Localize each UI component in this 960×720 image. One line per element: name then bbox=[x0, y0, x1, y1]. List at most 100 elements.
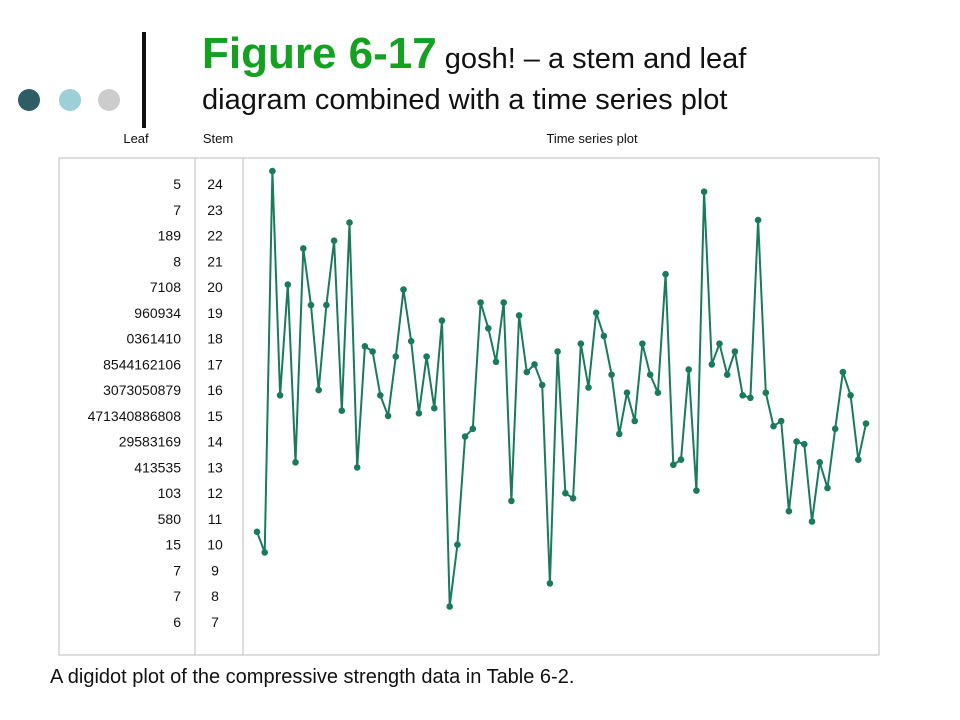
data-point bbox=[662, 270, 669, 278]
stem-label: 20 bbox=[207, 279, 223, 295]
data-point bbox=[777, 417, 785, 425]
title-figure-number: Figure 6-17 bbox=[202, 29, 437, 78]
data-point bbox=[461, 433, 469, 440]
data-point bbox=[330, 237, 338, 244]
page-title: Figure 6-17 gosh! – a stem and leaf diag… bbox=[202, 28, 942, 118]
data-point bbox=[276, 392, 284, 399]
leaf-label: 8 bbox=[173, 253, 181, 269]
data-point bbox=[855, 456, 862, 464]
stem-label: 18 bbox=[207, 331, 223, 347]
data-point bbox=[862, 420, 870, 427]
data-point bbox=[300, 245, 307, 252]
leaf-label: 580 bbox=[158, 511, 182, 527]
data-point bbox=[323, 301, 330, 309]
title-text: gosh! – a stem and leaf bbox=[436, 43, 747, 75]
figure-caption: A digidot plot of the compressive streng… bbox=[50, 666, 575, 688]
data-point bbox=[639, 340, 646, 348]
data-point bbox=[523, 368, 531, 376]
data-point bbox=[801, 440, 808, 448]
data-point bbox=[677, 456, 685, 464]
title-text-line2: diagram combined with a time series plot bbox=[202, 83, 728, 116]
data-point bbox=[747, 394, 754, 402]
stem-label: 7 bbox=[211, 614, 219, 630]
data-point bbox=[808, 518, 816, 525]
data-point bbox=[608, 371, 615, 379]
stem-label: 21 bbox=[207, 253, 223, 269]
leaf-label: 6 bbox=[173, 614, 181, 630]
data-point bbox=[446, 603, 454, 610]
data-point bbox=[485, 325, 492, 332]
data-point bbox=[770, 422, 777, 430]
data-point bbox=[839, 368, 847, 376]
data-point bbox=[847, 392, 854, 399]
data-point bbox=[785, 507, 793, 515]
data-point bbox=[731, 348, 739, 355]
data-point bbox=[538, 381, 546, 389]
data-point bbox=[369, 348, 376, 355]
stem-label: 12 bbox=[207, 485, 223, 501]
leaf-label: 103 bbox=[158, 485, 182, 501]
data-point bbox=[469, 425, 477, 433]
leaf-label: 7 bbox=[173, 202, 181, 218]
data-point bbox=[400, 286, 407, 293]
data-point bbox=[600, 332, 608, 340]
stem-label: 8 bbox=[211, 588, 219, 604]
leaf-label: 3073050879 bbox=[103, 382, 181, 398]
data-point bbox=[477, 299, 484, 306]
stem-label: 15 bbox=[207, 408, 223, 424]
data-point bbox=[616, 430, 623, 438]
data-point bbox=[631, 417, 638, 425]
data-point bbox=[708, 361, 716, 368]
decor-dot-3 bbox=[98, 89, 120, 111]
data-point bbox=[816, 459, 823, 466]
data-point bbox=[353, 464, 361, 471]
stem-label: 14 bbox=[207, 434, 223, 450]
stem-column-header: Stem bbox=[203, 131, 233, 146]
data-point bbox=[654, 389, 662, 397]
data-point bbox=[592, 309, 600, 317]
stem-label: 13 bbox=[207, 459, 223, 475]
series-line bbox=[256, 171, 867, 607]
data-point bbox=[531, 361, 538, 368]
data-point bbox=[723, 371, 731, 379]
leaf-label: 189 bbox=[158, 228, 182, 244]
data-point bbox=[693, 487, 700, 494]
leaf-label: 5 bbox=[173, 176, 181, 192]
data-point bbox=[423, 353, 430, 360]
data-point bbox=[261, 549, 269, 556]
decor-dot-2 bbox=[59, 89, 81, 111]
leaf-label: 8544162106 bbox=[103, 356, 181, 372]
leaf-label: 960934 bbox=[134, 305, 181, 321]
data-point bbox=[315, 386, 323, 394]
leaf-label: 29583169 bbox=[119, 434, 182, 450]
plot-frame bbox=[58, 157, 880, 656]
data-point bbox=[824, 484, 831, 492]
stem-label: 11 bbox=[208, 511, 223, 527]
leaf-label: 7108 bbox=[150, 279, 181, 295]
data-point bbox=[508, 497, 515, 505]
data-point bbox=[754, 216, 762, 224]
leaf-column-header: Leaf bbox=[123, 131, 149, 146]
stem-label: 16 bbox=[207, 382, 223, 398]
data-point bbox=[338, 407, 346, 415]
data-point bbox=[793, 438, 800, 445]
data-point bbox=[739, 392, 746, 399]
stem-label: 22 bbox=[207, 228, 223, 244]
data-point bbox=[762, 389, 770, 397]
data-point bbox=[716, 340, 723, 348]
data-point bbox=[577, 340, 585, 348]
data-point bbox=[646, 371, 654, 379]
title-divider bbox=[142, 32, 146, 128]
stem-label: 23 bbox=[207, 202, 223, 218]
data-point bbox=[377, 392, 384, 399]
leaf-label: 7 bbox=[173, 588, 181, 604]
data-point bbox=[700, 188, 708, 195]
data-point bbox=[562, 489, 569, 497]
plot-column-header: Time series plot bbox=[546, 131, 638, 146]
stem-label: 24 bbox=[207, 176, 223, 192]
data-point bbox=[831, 425, 839, 433]
data-point bbox=[515, 312, 523, 319]
data-point bbox=[253, 528, 261, 536]
leaf-label: 471340886808 bbox=[88, 408, 182, 424]
